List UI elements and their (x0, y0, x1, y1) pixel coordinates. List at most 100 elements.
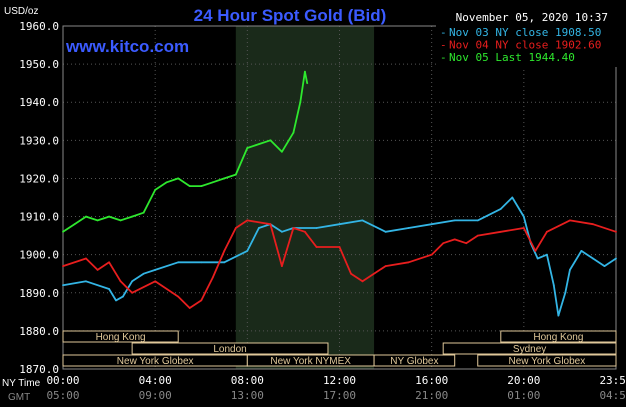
data-point (407, 227, 410, 229)
data-point (154, 269, 157, 271)
session-label: London (213, 344, 246, 355)
session-label: New York Globex (509, 356, 586, 367)
data-point (85, 257, 87, 260)
data-point (200, 261, 203, 264)
data-point (430, 253, 433, 256)
data-point (177, 177, 180, 180)
data-point (188, 307, 191, 309)
data-point (465, 242, 468, 245)
data-point (361, 280, 364, 283)
session-bar (500, 330, 617, 343)
y-tick-label: 1930.0 (19, 134, 59, 147)
legend-marker: - (440, 39, 447, 52)
data-point (522, 215, 525, 218)
data-point (96, 269, 99, 271)
data-point (384, 230, 387, 233)
data-point (280, 265, 283, 267)
data-point (119, 219, 122, 222)
data-point (361, 219, 364, 222)
data-point (246, 147, 249, 149)
data-point (234, 173, 237, 176)
data-point (453, 219, 456, 222)
y-tick-label: 1890.0 (19, 287, 59, 300)
data-point (536, 257, 539, 260)
timestamp: November 05, 2020 10:37 (456, 11, 608, 24)
data-point (246, 249, 249, 252)
data-point (350, 272, 352, 275)
data-point (280, 150, 283, 153)
legend-entry: Nov 05 Last 1944.40 (449, 51, 575, 64)
data-point (430, 223, 433, 226)
axes: 1870.0 1880.0 1890.0 1900.0 1910.0 1920.0 1930… (2, 20, 626, 403)
legend-box (436, 25, 622, 67)
data-point (407, 261, 410, 264)
data-point (108, 215, 110, 218)
unit-label: USD/oz (4, 6, 38, 17)
data-point (476, 219, 479, 222)
y-tick-label: 1870.0 (19, 363, 59, 376)
data-point (615, 257, 617, 260)
series-line-1 (62, 219, 617, 309)
legend-marker: - (440, 51, 447, 64)
data-point (200, 299, 203, 302)
data-point (545, 230, 548, 233)
data-point (304, 230, 306, 233)
legend-entry: Nov 03 NY close 1908.50 (449, 26, 601, 39)
session-label: Sydney (513, 344, 546, 355)
data-point (257, 143, 260, 146)
y-tick-label: 1910.0 (19, 211, 59, 224)
legend-entry: Nov 04 NY close 1902.60 (449, 39, 601, 52)
data-point (200, 185, 203, 187)
data-point (223, 249, 226, 252)
x-tick-label-gmt: 17:00 (323, 389, 356, 402)
data-point (62, 284, 64, 287)
data-point (545, 253, 548, 256)
x-tick-label-ny: 04:00 (139, 374, 172, 387)
chart-title: 24 Hour Spot Gold (Bid) (194, 6, 387, 25)
data-point (499, 208, 502, 210)
data-point (569, 269, 571, 271)
session-label: NY Globex (390, 356, 438, 367)
legend-marker: - (440, 26, 447, 39)
watermark-link[interactable]: www.kitco.com (65, 37, 189, 56)
session-bar (131, 342, 329, 355)
legend: - Nov 03 NY close 1908.50- Nov 04 NY close… (436, 25, 622, 67)
data-point (603, 265, 606, 267)
data-point (557, 314, 560, 317)
data-point (154, 188, 157, 191)
data-point (522, 227, 525, 229)
data-point (211, 181, 214, 184)
ny-time-label: NY Time (2, 378, 41, 389)
data-point (62, 265, 64, 267)
data-point (534, 249, 537, 252)
data-point (304, 70, 306, 73)
data-point (592, 257, 594, 260)
data-point (299, 101, 302, 104)
y-tick-label: 1880.0 (19, 325, 59, 338)
data-point (177, 295, 180, 298)
data-point (499, 230, 502, 233)
session-bar (442, 342, 617, 355)
session-label: New York Globex (117, 356, 194, 367)
data-point (122, 295, 124, 298)
x-tick-label-gmt: 01:00 (507, 389, 540, 402)
gmt-label: GMT (8, 392, 30, 403)
series-line-0 (62, 196, 617, 317)
session-bar (477, 354, 617, 367)
data-point (165, 181, 168, 184)
data-point (292, 227, 295, 229)
data-point (131, 291, 134, 294)
x-tick-label-ny: 23:59 (599, 374, 626, 387)
y-tick-label: 1920.0 (19, 172, 59, 185)
data-point (511, 196, 514, 199)
x-tick-label-gmt: 13:00 (231, 389, 264, 402)
y-tick-label: 1960.0 (19, 20, 59, 33)
data-point (73, 223, 76, 226)
data-point (269, 223, 272, 226)
data-point (552, 284, 555, 287)
data-point (257, 227, 260, 229)
y-tick-label: 1900.0 (19, 249, 59, 262)
data-point (269, 139, 272, 142)
